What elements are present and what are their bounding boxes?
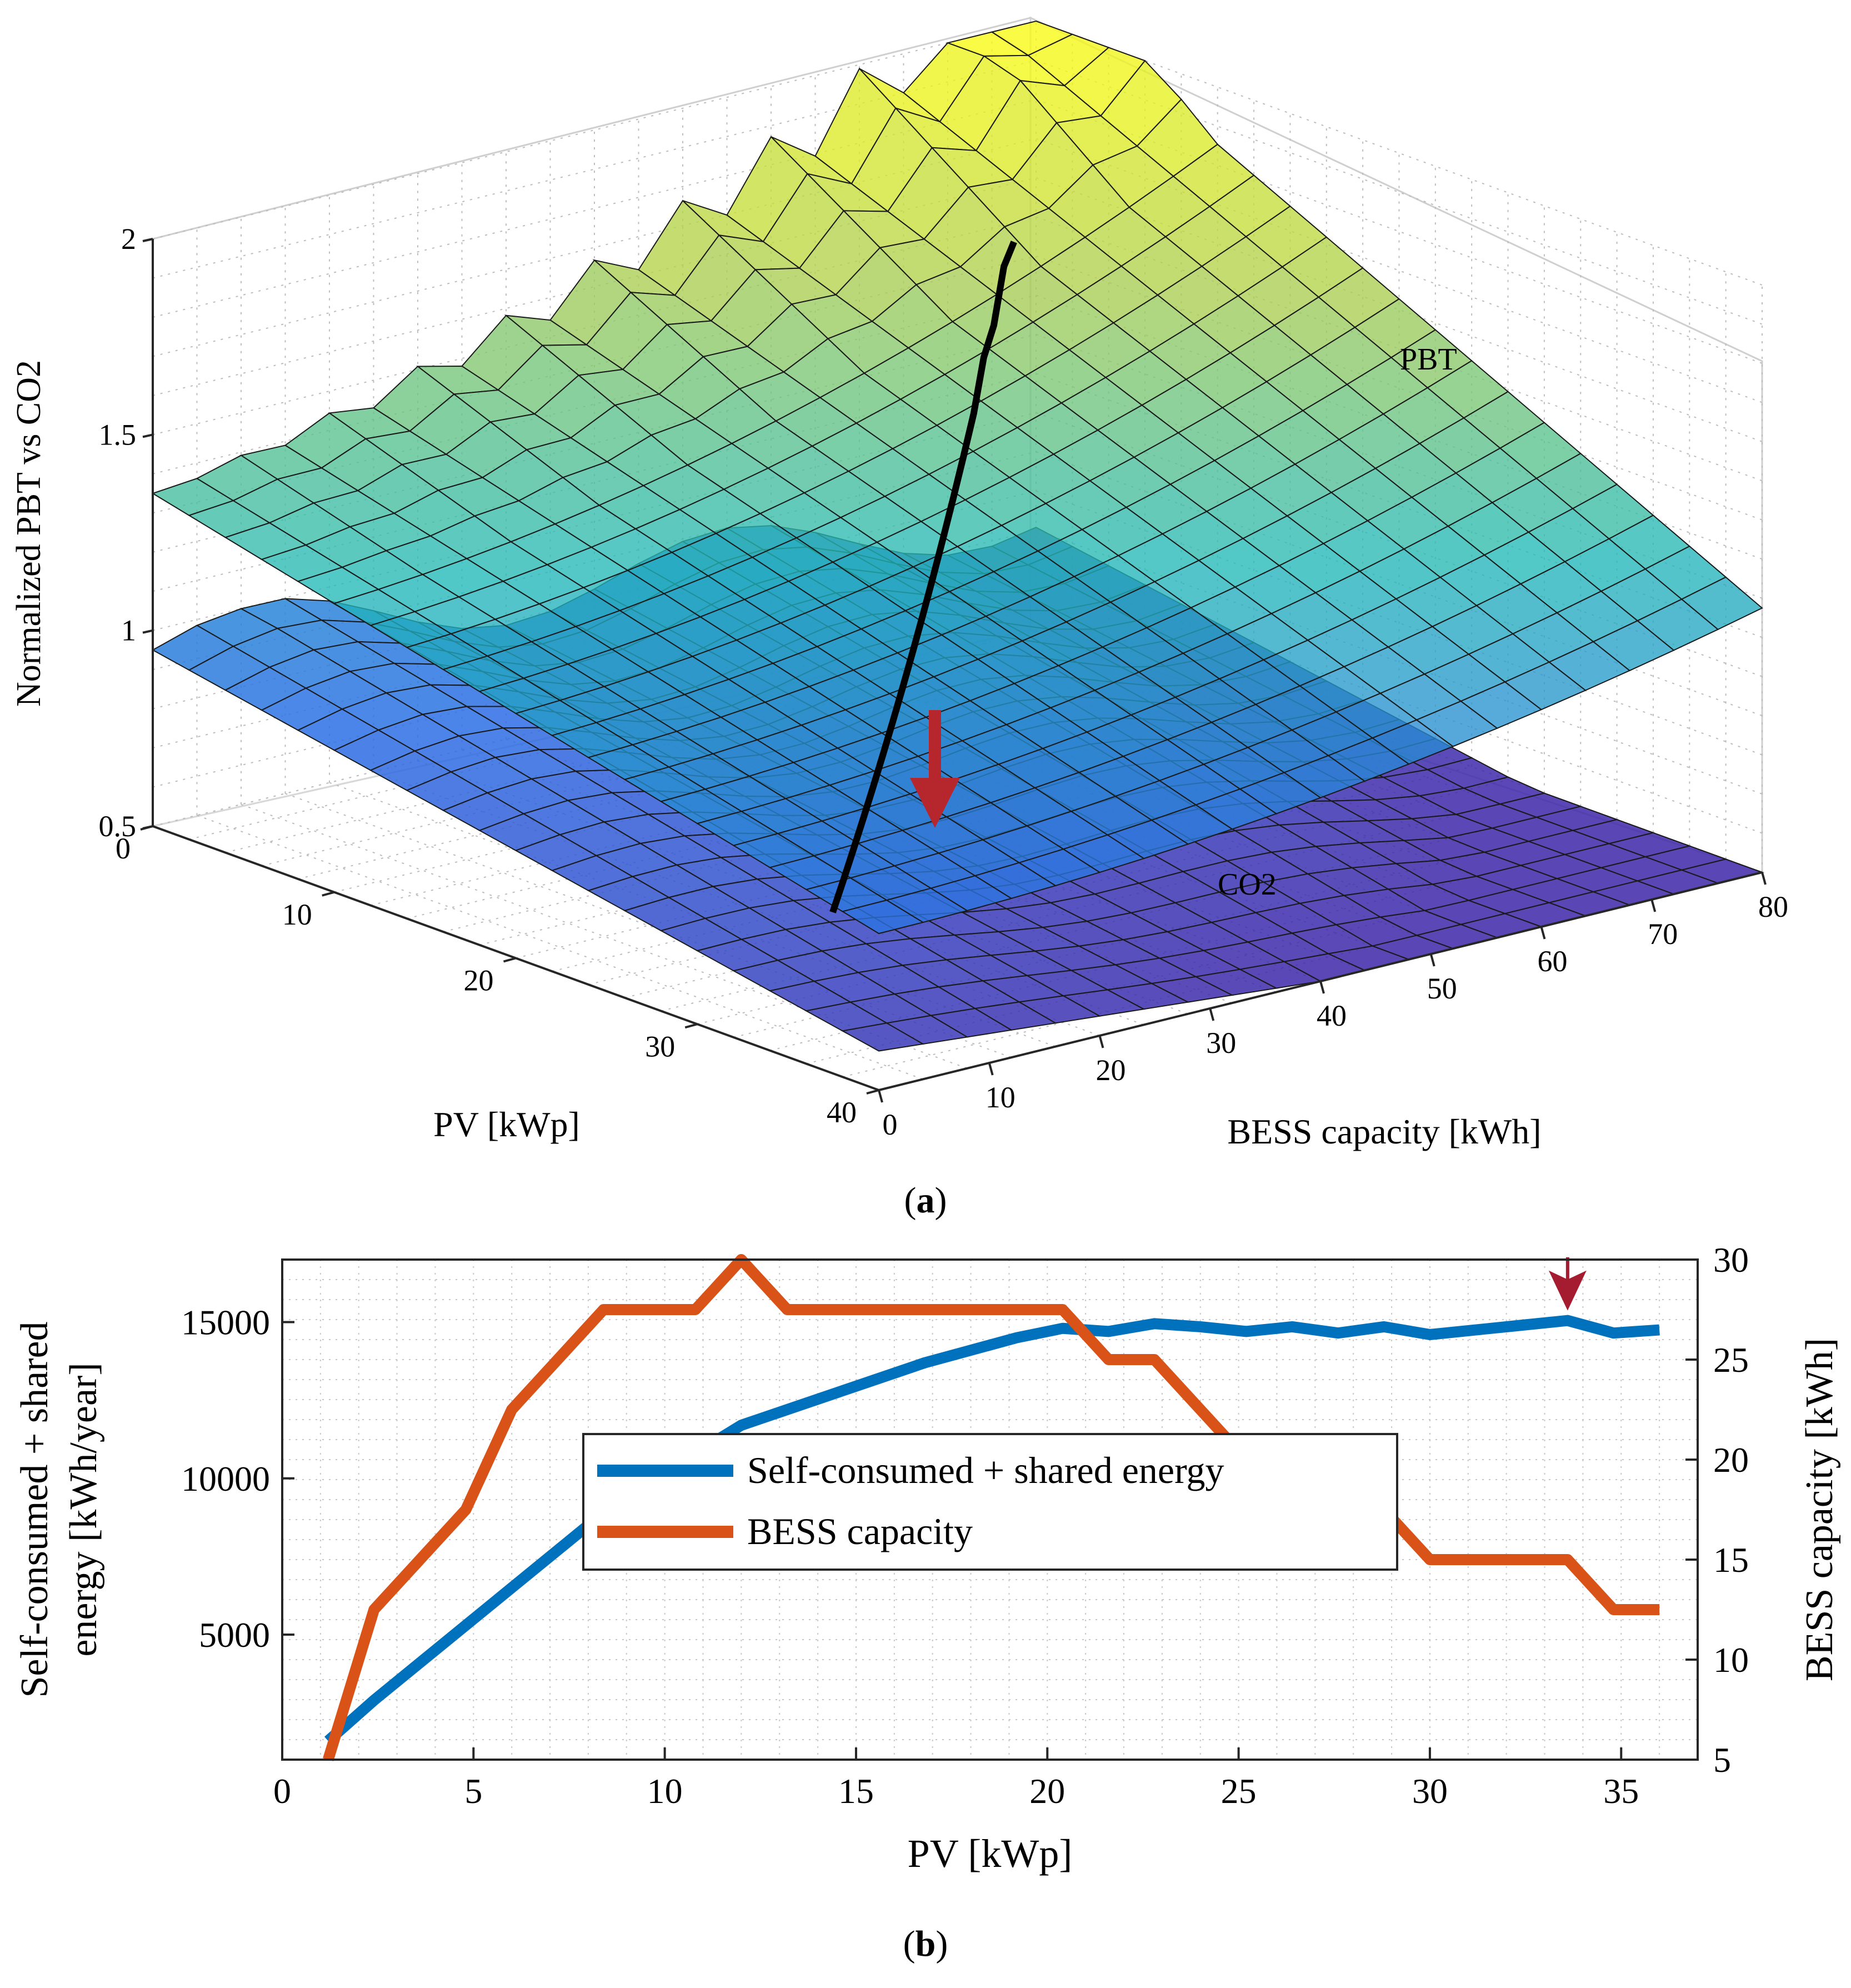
x-axis-title: PV [kWp] — [433, 1105, 580, 1144]
y-tick-label: 60 — [1538, 945, 1568, 978]
axis-ticks: 0 5 10 15 20 25 30 35 5000 10000 15000 5 10 15 20 25 30 — [181, 1240, 1749, 1811]
legend: Self-consumed + shared energy BESS capac… — [582, 1433, 1398, 1571]
plot-frame — [281, 1258, 1699, 1761]
left-axis-title-line1: Self-consumed + shared — [13, 1321, 56, 1697]
x-tick-label: 25 — [1221, 1771, 1257, 1811]
series-lines — [323, 1254, 1660, 1761]
y-tick-mark — [1209, 1008, 1215, 1021]
z-tick-mark — [142, 629, 153, 634]
x-tick-mark — [866, 1089, 879, 1095]
peak-marker-head — [1548, 1270, 1587, 1311]
x-tick-mark — [322, 891, 335, 897]
y-tick-mark — [1761, 872, 1767, 885]
optimum-arrow — [910, 710, 960, 828]
z-tick-mark — [142, 433, 153, 438]
z-axis-title: Normalized PBT vs CO2 — [10, 360, 48, 707]
wall-grid-line — [152, 568, 1763, 834]
x-tick-label: 10 — [647, 1771, 683, 1811]
z-tick-label: 0.5 — [99, 810, 137, 843]
legend-box — [582, 1433, 1398, 1571]
bess-series-line — [323, 1254, 1660, 1761]
right-tick-label: 10 — [1713, 1640, 1749, 1680]
co2-surface-patch — [841, 1022, 925, 1052]
right-tick-label: 20 — [1713, 1440, 1749, 1480]
right-tick-label: 25 — [1713, 1340, 1749, 1380]
wall-grid-line — [152, 20, 1763, 286]
y-tick-mark — [878, 1090, 883, 1103]
optimum-path-line — [829, 241, 1017, 913]
peak-marker-arrow — [1548, 1257, 1587, 1311]
x-tick-label: 0 — [116, 832, 131, 865]
y-tick-label: 20 — [1096, 1053, 1126, 1087]
pbt-surface-patch — [841, 900, 925, 935]
x-tick-label: 30 — [645, 1030, 675, 1063]
wall-grid-line — [152, 216, 1763, 482]
left-tick-label: 15000 — [181, 1303, 270, 1342]
y-tick-label: 70 — [1648, 917, 1678, 951]
wall-grid-line — [152, 138, 1763, 403]
panel-b-letter: b — [916, 1924, 936, 1964]
y-tick-mark — [1650, 899, 1657, 912]
z-tick-label: 2 — [121, 222, 136, 256]
left-tick-label: 10000 — [181, 1459, 270, 1499]
x-tick-label: 30 — [1412, 1771, 1448, 1811]
x-tick-mark — [140, 825, 153, 831]
y-tick-label: 30 — [1206, 1026, 1236, 1060]
y-tick-mark — [988, 1062, 994, 1076]
x-tick-label: 5 — [464, 1771, 482, 1811]
x-tick-mark — [503, 957, 517, 963]
wall-grid-line — [152, 98, 1763, 364]
panel-b-caption: (b) — [903, 1924, 948, 1964]
y-tick-mark — [1098, 1035, 1104, 1048]
pbt-surface-label: PBT — [1400, 342, 1457, 377]
y-tick-label: 40 — [1317, 999, 1347, 1032]
y-tick-label: 50 — [1427, 972, 1457, 1005]
x-tick-label: 20 — [1029, 1771, 1065, 1811]
z-tick-label: 1 — [121, 614, 136, 647]
z-tick-label: 1.5 — [99, 418, 137, 451]
y-axis-title: BESS capacity [kWh] — [1227, 1112, 1541, 1151]
x-tick-label: 0 — [273, 1771, 291, 1811]
right-tick-label: 15 — [1713, 1540, 1749, 1580]
y-tick-label: 0 — [883, 1108, 898, 1141]
z-tick-mark — [142, 238, 153, 242]
right-axis-title: BESS capacity [kWh] — [1798, 1338, 1841, 1681]
x-axis-title: PV [kWp] — [908, 1831, 1073, 1876]
co2-surface-label: CO2 — [1218, 867, 1277, 902]
y-tick-mark — [1540, 926, 1546, 940]
panel-a-letter: a — [917, 1180, 935, 1221]
x-tick-label: 20 — [464, 964, 494, 997]
panel-b-line-chart: 0 5 10 15 20 25 30 355000100001500051015202530 … — [13, 1240, 1841, 1964]
x-tick-label: 35 — [1603, 1771, 1639, 1811]
left-tick-label: 5000 — [199, 1615, 270, 1655]
legend-label-bess: BESS capacity — [747, 1510, 973, 1552]
panel-a-caption: (a) — [904, 1180, 947, 1221]
x-tick-label: 40 — [827, 1096, 857, 1129]
y-tick-label: 10 — [985, 1081, 1015, 1114]
left-axis-title-line2: energy [kWh/year] — [62, 1362, 105, 1656]
right-tick-label: 30 — [1713, 1240, 1749, 1280]
x-tick-label: 10 — [282, 898, 312, 931]
right-tick-label: 5 — [1713, 1740, 1731, 1780]
wall-grid-line — [152, 177, 1763, 442]
x-tick-label: 15 — [838, 1771, 874, 1811]
x-tick-mark — [684, 1023, 698, 1029]
legend-label-energy: Self-consumed + shared energy — [747, 1449, 1224, 1491]
y-tick-mark — [1319, 981, 1325, 994]
energy-series-line — [324, 1315, 1660, 1745]
wall-grid-line — [152, 59, 1763, 325]
y-tick-label: 80 — [1758, 890, 1788, 923]
y-tick-mark — [1429, 953, 1435, 967]
